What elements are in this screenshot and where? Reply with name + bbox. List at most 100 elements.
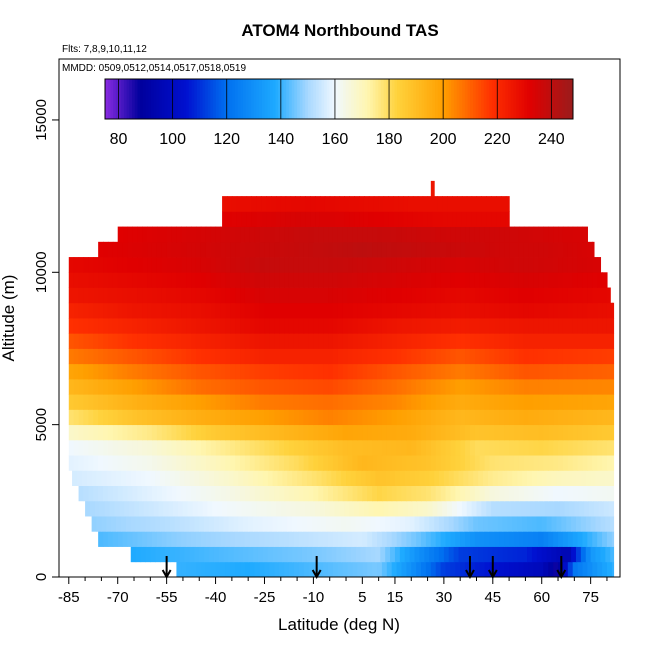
- heatmap-cell: [279, 287, 285, 304]
- heatmap-cell: [235, 226, 241, 243]
- heatmap-cell: [388, 211, 394, 227]
- heatmap-cell: [375, 516, 381, 532]
- heatmap-cell: [546, 546, 553, 563]
- heatmap-cell: [509, 226, 515, 243]
- heatmap-cell: [176, 485, 182, 502]
- colorbar-segment: [407, 79, 412, 119]
- heatmap-cell: [332, 226, 339, 243]
- colorbar-segment: [529, 79, 533, 119]
- heatmap-cell: [611, 531, 615, 547]
- heatmap-cell: [331, 516, 337, 532]
- heatmap-cell: [455, 531, 461, 547]
- heatmap-cell: [597, 485, 603, 502]
- heatmap-cell: [147, 409, 153, 426]
- heatmap-cell: [264, 302, 270, 319]
- heatmap-cell: [435, 272, 442, 288]
- heatmap-cell: [117, 348, 124, 365]
- heatmap-cell: [504, 394, 510, 410]
- heatmap-cell: [259, 241, 266, 258]
- heatmap-cell: [202, 500, 208, 517]
- heatmap-cell: [254, 272, 261, 288]
- heatmap-cell: [253, 546, 259, 563]
- heatmap-cell: [151, 318, 158, 334]
- heatmap-cell: [132, 333, 138, 349]
- heatmap-cell: [606, 318, 613, 334]
- heatmap-cell: [308, 348, 314, 365]
- heatmap-cell: [461, 196, 468, 212]
- heatmap-cell: [352, 272, 359, 288]
- heatmap-cell: [401, 226, 407, 243]
- heatmap-cell: [553, 287, 559, 304]
- heatmap-cell: [315, 211, 321, 227]
- heatmap-cell: [499, 409, 505, 426]
- heatmap-cell: [445, 257, 451, 273]
- heatmap-cell: [295, 500, 301, 517]
- heatmap-cell: [531, 470, 538, 486]
- heatmap-cell: [331, 546, 337, 563]
- heatmap-cell: [411, 241, 417, 258]
- heatmap-cell: [240, 272, 246, 288]
- heatmap-cell: [504, 272, 510, 288]
- heatmap-cell: [98, 348, 104, 365]
- heatmap-cell: [512, 546, 518, 563]
- heatmap-cell: [181, 394, 187, 410]
- heatmap-cell: [478, 516, 484, 532]
- heatmap-cell: [78, 409, 85, 426]
- heatmap-cell: [264, 531, 270, 547]
- heatmap-cell: [132, 485, 138, 502]
- heatmap-cell: [460, 409, 466, 426]
- heatmap-cell: [259, 455, 266, 471]
- heatmap-cell: [117, 409, 124, 426]
- heatmap-cell: [88, 257, 94, 273]
- heatmap-cell: [231, 500, 238, 517]
- heatmap-cell: [430, 561, 437, 578]
- heatmap-cell: [308, 363, 314, 380]
- heatmap-cell: [606, 287, 611, 304]
- heatmap-cell: [407, 196, 414, 212]
- colorbar-segment: [489, 79, 493, 119]
- heatmap-cell: [507, 516, 513, 532]
- heatmap-cell: [156, 272, 163, 288]
- heatmap-cell: [504, 318, 510, 334]
- heatmap-cell: [494, 257, 500, 273]
- heatmap-cell: [582, 226, 588, 243]
- heatmap-cell: [486, 196, 492, 212]
- heatmap-cell: [200, 394, 207, 410]
- heatmap-cell: [323, 363, 329, 380]
- heatmap-cell: [536, 470, 543, 486]
- heatmap-cell: [339, 211, 345, 227]
- heatmap-cell: [298, 287, 305, 304]
- heatmap-cell: [215, 272, 222, 288]
- heatmap-cell: [288, 333, 295, 349]
- heatmap-cell: [499, 272, 505, 288]
- heatmap-cell: [435, 241, 442, 258]
- heatmap-cell: [448, 546, 455, 563]
- heatmap-cell: [205, 302, 212, 319]
- heatmap-cell: [406, 455, 412, 471]
- heatmap-cell: [186, 439, 192, 456]
- heatmap-cell: [354, 196, 360, 212]
- heatmap-cell: [176, 561, 182, 578]
- heatmap-cell: [313, 378, 319, 395]
- heatmap-cell: [200, 333, 207, 349]
- heatmap-cell: [230, 394, 236, 410]
- heatmap-cell: [300, 500, 306, 517]
- heatmap-cell: [595, 516, 602, 532]
- heatmap-cell: [589, 500, 595, 517]
- heatmap-cell: [543, 455, 549, 471]
- heatmap-cell: [558, 439, 564, 456]
- heatmap-cell: [548, 561, 554, 578]
- heatmap-cell: [416, 394, 422, 410]
- heatmap-cell: [484, 226, 491, 243]
- heatmap-cell: [293, 531, 300, 547]
- heatmap-cell: [246, 500, 253, 517]
- heatmap-cell: [346, 516, 352, 532]
- heatmap-cell: [342, 348, 349, 365]
- heatmap-cell: [171, 409, 178, 426]
- heatmap-cell: [597, 318, 603, 334]
- heatmap-cell: [176, 318, 182, 334]
- heatmap-cell: [587, 272, 593, 288]
- heatmap-cell: [112, 363, 119, 380]
- heatmap-cell: [275, 500, 282, 517]
- colorbar-segment: [437, 79, 441, 119]
